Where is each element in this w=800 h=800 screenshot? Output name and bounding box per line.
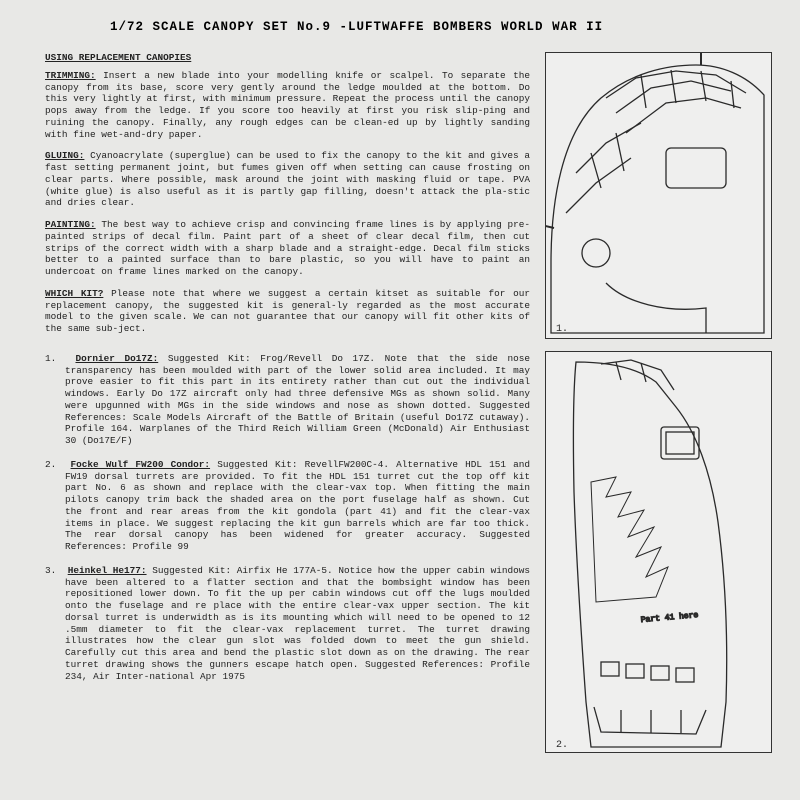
body-gluing: Cyanoacrylate (superglue) can be used to… <box>45 150 530 208</box>
lead-gluing: GLUING: <box>45 150 84 161</box>
item-num: 1. <box>45 353 56 364</box>
item-body: Suggested Kit: RevellFW200C-4. Alternati… <box>65 459 530 552</box>
content-row: USING REPLACEMENT CANOPIES TRIMMING: Ins… <box>45 52 782 765</box>
body-painting: The best way to achieve crisp and convin… <box>45 219 530 277</box>
figure-1: 1. <box>545 52 772 339</box>
section-heading: USING REPLACEMENT CANOPIES <box>45 52 530 64</box>
list-item: 2. Focke Wulf FW200 Condor: Suggested Ki… <box>45 459 530 553</box>
item-num: 3. <box>45 565 56 576</box>
svg-text:Part 41 here: Part 41 here <box>640 611 698 625</box>
svg-text:2.: 2. <box>556 740 568 751</box>
lead-painting: PAINTING: <box>45 219 96 230</box>
aircraft-nose-diagram-icon: 1. <box>546 53 771 338</box>
item-body: Suggested Kit: Frog/Revell Do 17Z. Note … <box>65 353 530 446</box>
body-whichkit: Please note that where we suggest a cert… <box>45 288 530 334</box>
item-num: 2. <box>45 459 56 470</box>
lead-whichkit: WHICH KIT? <box>45 288 103 299</box>
list-item: 3. Heinkel He177: Suggested Kit: Airfix … <box>45 565 530 683</box>
page-title: 1/72 SCALE CANOPY SET No.9 -LUFTWAFFE BO… <box>45 20 782 34</box>
figure-2: Part 41 here 2. <box>545 351 772 753</box>
svg-text:1.: 1. <box>556 324 568 335</box>
figure-column: 1. <box>545 52 772 765</box>
list-item: 1. Dornier Do17Z: Suggested Kit: Frog/Re… <box>45 353 530 447</box>
para-painting: PAINTING: The best way to achieve crisp … <box>45 219 530 278</box>
para-trimming: TRIMMING: Insert a new blade into your m… <box>45 70 530 141</box>
text-column: USING REPLACEMENT CANOPIES TRIMMING: Ins… <box>45 52 530 765</box>
item-body: Suggested Kit: Airfix He 177A-5. Notice … <box>65 565 530 682</box>
item-lead: Heinkel He177: <box>68 565 147 576</box>
aircraft-fuselage-diagram-icon: Part 41 here 2. <box>546 352 771 752</box>
body-trimming: Insert a new blade into your modelling k… <box>45 70 530 140</box>
instruction-sheet: 1/72 SCALE CANOPY SET No.9 -LUFTWAFFE BO… <box>0 0 800 800</box>
numbered-list: 1. Dornier Do17Z: Suggested Kit: Frog/Re… <box>45 353 530 683</box>
para-gluing: GLUING: Cyanoacrylate (superglue) can be… <box>45 150 530 209</box>
item-lead: Focke Wulf FW200 Condor: <box>71 459 211 470</box>
lead-trimming: TRIMMING: <box>45 70 96 81</box>
item-lead: Dornier Do17Z: <box>75 353 158 364</box>
para-whichkit: WHICH KIT? Please note that where we sug… <box>45 288 530 335</box>
